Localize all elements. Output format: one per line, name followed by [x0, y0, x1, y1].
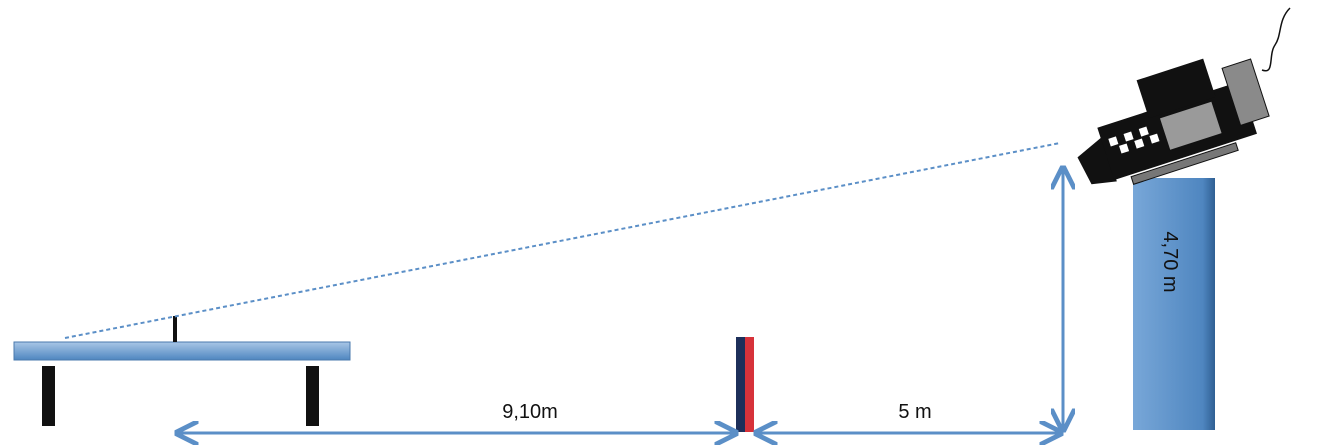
- pillar: [1133, 178, 1215, 430]
- table: [13, 316, 351, 426]
- camera: [1077, 58, 1270, 185]
- label: 4,70 m: [1159, 231, 1181, 292]
- label: 5 m: [898, 401, 931, 423]
- cable: [1261, 7, 1291, 72]
- label: 9,10m: [502, 401, 558, 423]
- sight-line: [64, 142, 1061, 339]
- post: [736, 337, 754, 432]
